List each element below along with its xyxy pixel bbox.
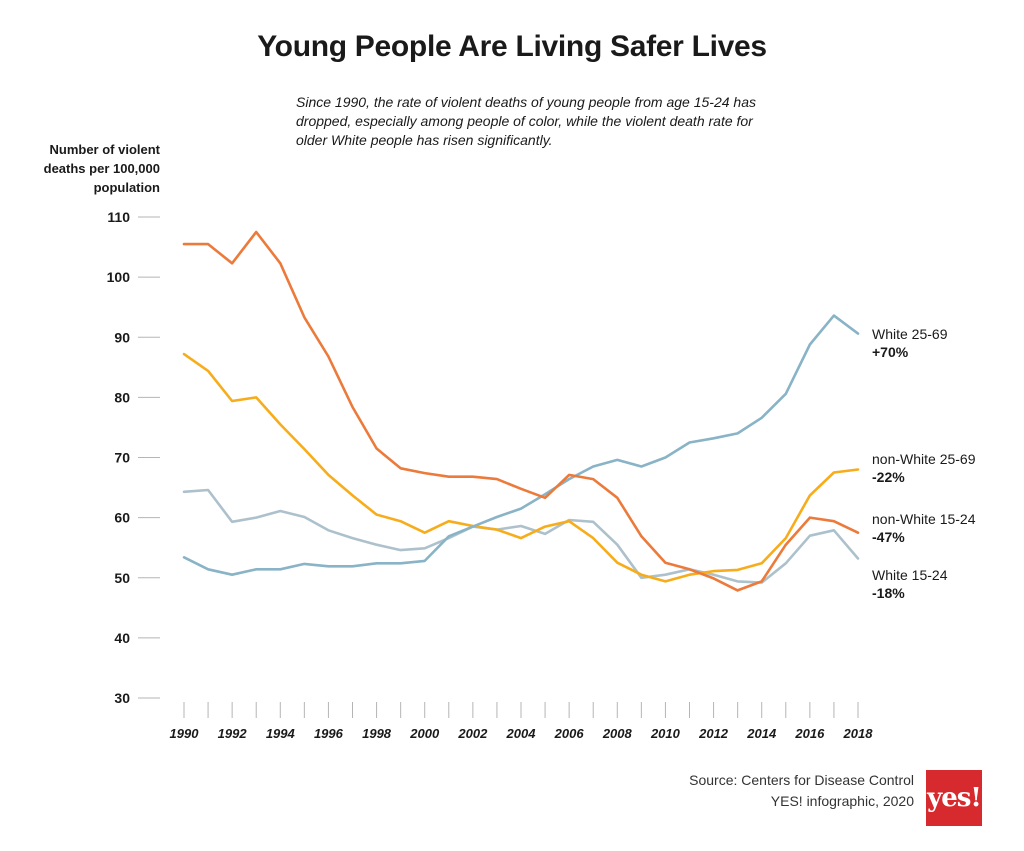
x-tick-label: 1996 xyxy=(314,726,344,741)
credit-line: YES! infographic, 2020 xyxy=(770,793,914,809)
yes-logo: yes! xyxy=(926,770,982,826)
source-line: Source: Centers for Disease Control xyxy=(689,772,914,788)
x-tick-label: 2018 xyxy=(843,726,874,741)
series-label-name: non-White 25-69 xyxy=(872,451,976,467)
series-labels: White 25-69 +70% non-White 25-69 -22% non-Wh… xyxy=(872,326,976,601)
x-tick-label: 1990 xyxy=(170,726,200,741)
y-tick-label: 100 xyxy=(107,269,131,285)
series-lines xyxy=(182,230,860,592)
series-label-change: +70% xyxy=(872,344,909,360)
series-label-change: -22% xyxy=(872,469,905,485)
x-tick-label: 2008 xyxy=(602,726,633,741)
y-tick-label: 70 xyxy=(114,450,130,466)
chart-subtitle: Since 1990, the rate of violent deaths o… xyxy=(296,94,756,148)
x-tick-label: 2004 xyxy=(506,726,537,741)
y-tick-label: 30 xyxy=(114,690,130,706)
chart-title: Young People Are Living Safer Lives xyxy=(257,30,767,63)
source-note: Source: Centers for Disease Control YES!… xyxy=(689,770,914,812)
x-tick-label: 1994 xyxy=(266,726,296,741)
series-label-name: White 15-24 xyxy=(872,567,948,583)
y-tick-label: 80 xyxy=(114,389,130,405)
x-tick-label: 2000 xyxy=(409,726,440,741)
y-tick-label: 60 xyxy=(114,510,130,526)
x-tick-label: 2002 xyxy=(457,726,488,741)
y-tick-label: 110 xyxy=(107,209,130,225)
y-axis: 30 40 50 60 70 80 90 100 110 xyxy=(107,209,160,706)
x-tick-label: 2014 xyxy=(746,726,777,741)
series-label-name: non-White 15-24 xyxy=(872,511,976,527)
y-tick-label: 40 xyxy=(114,630,130,646)
x-tick-label: 2016 xyxy=(794,726,825,741)
x-tick-label: 1992 xyxy=(218,726,248,741)
series-label-change: -47% xyxy=(872,529,905,545)
y-axis-label: Number of violent deaths per 100,000 pop… xyxy=(43,142,160,195)
logo-text: yes! xyxy=(927,783,982,813)
series-line-white-25-69 xyxy=(182,314,860,577)
series-line-non-white-25-69 xyxy=(182,352,860,583)
x-tick-label: 2012 xyxy=(698,726,729,741)
series-line-non-white-15-24 xyxy=(182,230,860,592)
x-tick-label: 2006 xyxy=(554,726,585,741)
x-tick-label: 2010 xyxy=(650,726,681,741)
x-axis: 1990 1992 1994 1996 1998 2000 2002 2004 2006 2008… xyxy=(170,702,874,741)
y-tick-label: 90 xyxy=(114,329,130,345)
y-tick-label: 50 xyxy=(114,570,130,586)
series-label-change: -18% xyxy=(872,585,905,601)
series-label-name: White 25-69 xyxy=(872,326,948,342)
x-tick-label: 1998 xyxy=(362,726,392,741)
series-line-white-15-24 xyxy=(182,488,860,584)
